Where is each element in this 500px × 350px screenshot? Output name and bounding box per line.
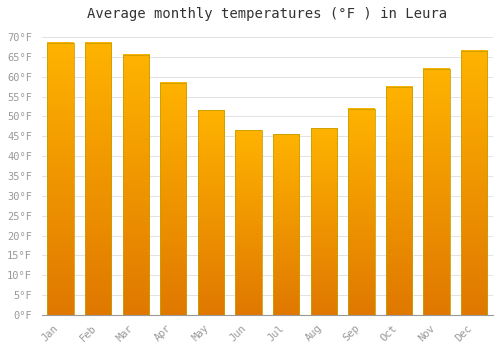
Bar [85,43,112,315]
Title: Average monthly temperatures (°F ) in Leura: Average monthly temperatures (°F ) in Le… [88,7,448,21]
Bar [122,55,149,315]
Bar [386,87,412,315]
Bar [198,111,224,315]
Bar [236,130,262,315]
Bar [273,134,299,315]
Bar [310,128,337,315]
Bar [461,51,487,315]
Bar [48,43,74,315]
Bar [348,108,374,315]
Bar [160,83,186,315]
Bar [424,69,450,315]
